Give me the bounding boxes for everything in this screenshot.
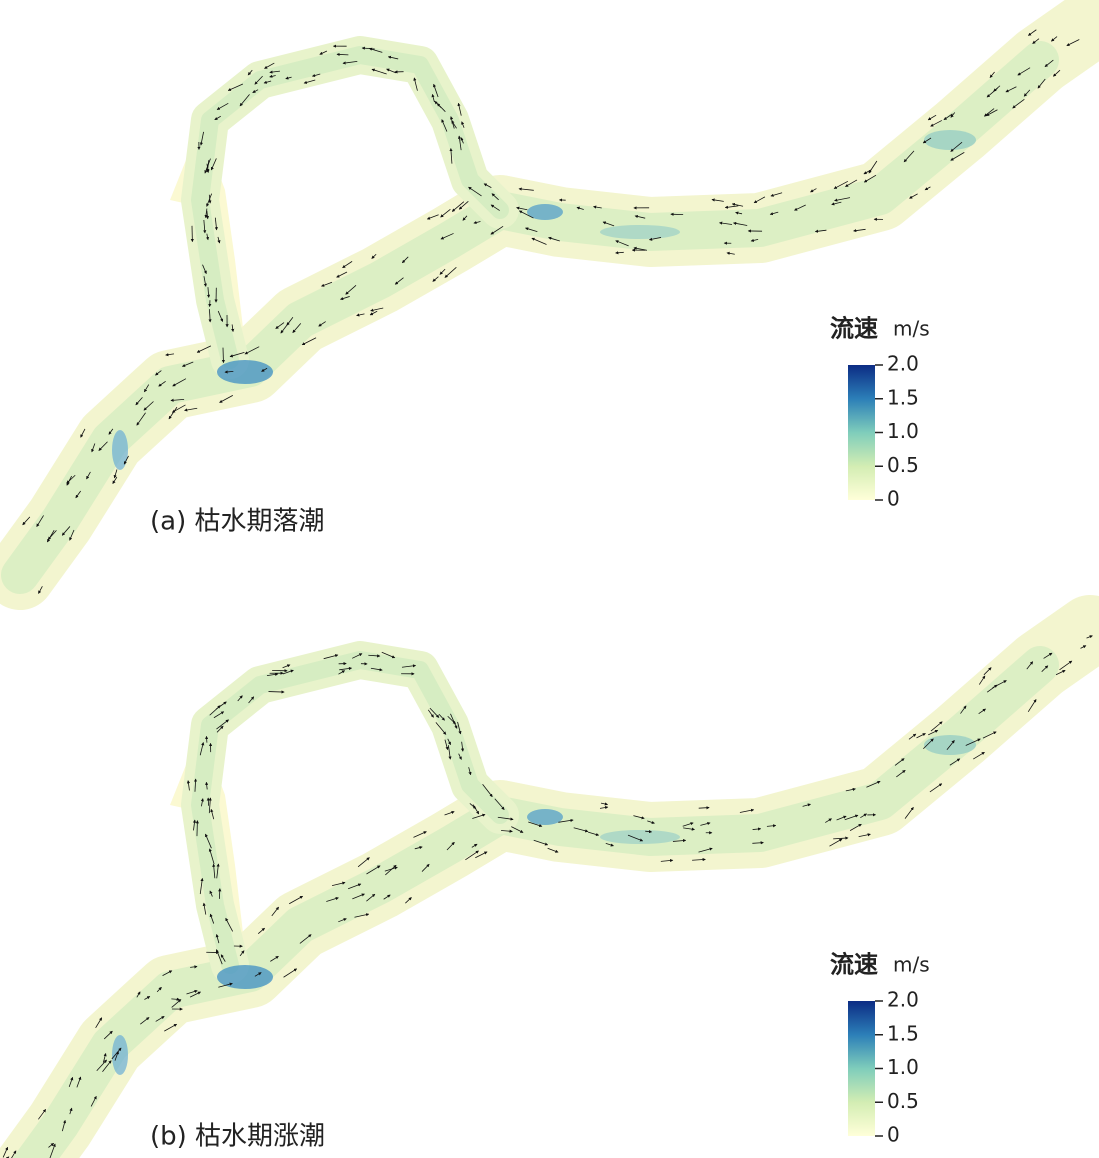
colorbar-scale (848, 1001, 875, 1136)
figure: (a) 枯水期落潮 流速 m/s 2.0 1.5 1.0 0.5 0 (b) 枯水期涨潮… (0, 0, 1099, 1158)
colorbar-title: 流速 (830, 950, 878, 979)
colorbar-tick-label: 0 (887, 487, 900, 511)
colorbar-scale (848, 365, 875, 500)
river-map (20, 630, 1090, 1158)
panel-label: (a) 枯水期落潮 (150, 507, 325, 537)
colorbar-tick-label: 0.5 (887, 1089, 919, 1113)
colorbar: 流速 m/s 2.0 1.5 1.0 0.5 0 (830, 314, 930, 511)
river-map (20, 25, 1090, 575)
panel: (a) 枯水期落潮 流速 m/s 2.0 1.5 1.0 0.5 0 (20, 25, 1090, 593)
colorbar-tick-label: 2.0 (887, 352, 919, 376)
colorbar-tick-label: 0 (887, 1123, 900, 1147)
colorbar-unit: m/s (893, 317, 930, 341)
panel: (b) 枯水期涨潮 流速 m/s 2.0 1.5 1.0 0.5 0 (0, 630, 1092, 1158)
colorbar-tick-label: 0.5 (887, 453, 919, 477)
colorbar-unit: m/s (893, 953, 930, 977)
colorbar-tick-label: 1.0 (887, 419, 919, 443)
panel-label: (b) 枯水期涨潮 (150, 1122, 325, 1152)
colorbar: 流速 m/s 2.0 1.5 1.0 0.5 0 (830, 950, 930, 1147)
colorbar-tick-label: 1.5 (887, 1021, 919, 1045)
colorbar-tick-label: 1.0 (887, 1055, 919, 1079)
colorbar-tick-label: 1.5 (887, 385, 919, 409)
colorbar-title: 流速 (830, 314, 878, 343)
colorbar-tick-label: 2.0 (887, 988, 919, 1012)
